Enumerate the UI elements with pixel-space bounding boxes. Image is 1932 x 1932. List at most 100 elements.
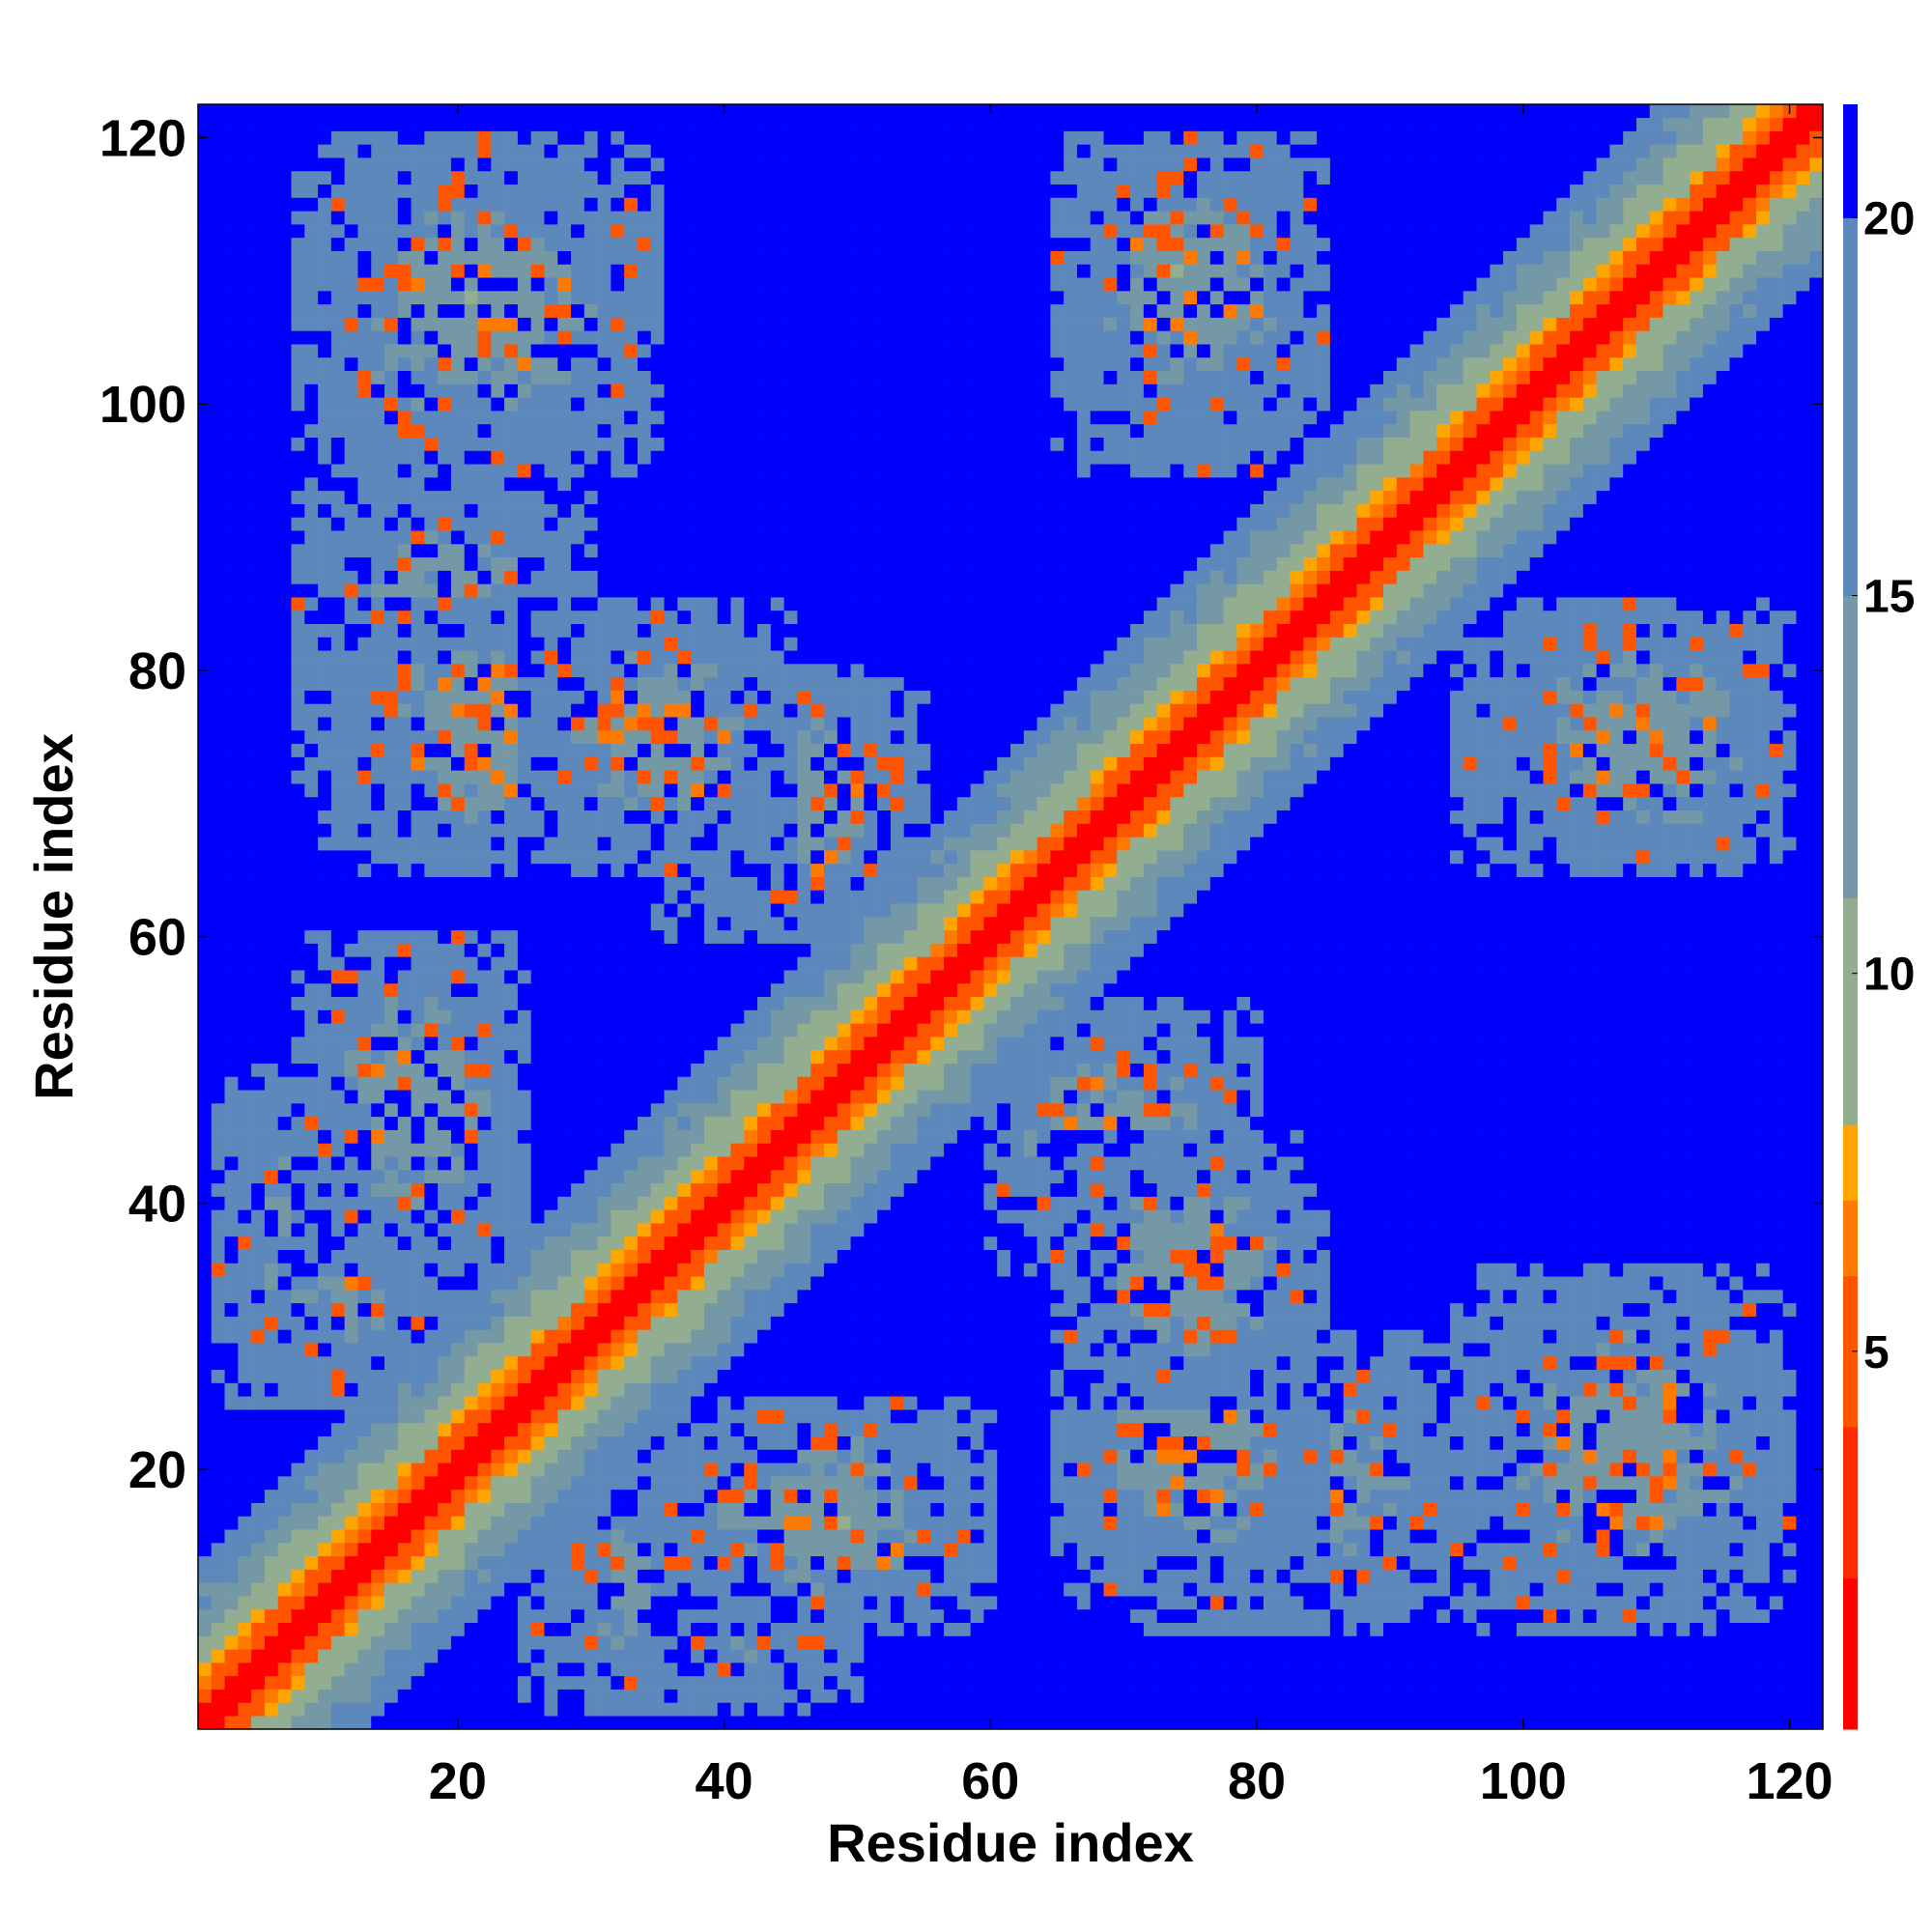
heatmap-cell [438,1316,452,1330]
heatmap-cell [650,1409,665,1424]
heatmap-cell [557,1103,572,1118]
heatmap-cell [611,1037,625,1051]
heatmap-cell [664,450,678,465]
heatmap-cell [464,317,478,331]
heatmap-cell [238,437,252,451]
heatmap-cell [717,1049,731,1064]
heatmap-cell [611,1502,625,1517]
heatmap-cell [264,1223,279,1237]
heatmap-cell [491,1369,505,1383]
heatmap-cell [291,344,305,358]
heatmap-cell [544,1489,558,1503]
heatmap-cell [530,1516,545,1530]
heatmap-cell [717,982,731,998]
heatmap-cell [330,1103,345,1118]
heatmap-cell [384,303,399,318]
heatmap-cell [357,197,372,212]
heatmap-cell [291,676,305,691]
heatmap-cell [717,1435,731,1450]
heatmap-cell [491,1435,505,1450]
heatmap-cell [664,543,678,558]
heatmap-cell [450,1662,466,1677]
heatmap-cell [611,876,625,891]
heatmap-cell [571,157,585,172]
heatmap-cell [530,330,545,345]
heatmap-cell [477,850,492,865]
heatmap-cell [224,1369,239,1383]
heatmap-cell [477,703,492,718]
heatmap-cell [703,477,718,492]
heatmap-cell [411,1355,425,1371]
heatmap-cell [291,1116,305,1130]
heatmap-cell [344,144,358,158]
heatmap-cell [318,1409,332,1424]
heatmap-cell [571,1369,585,1383]
heatmap-cell [198,1276,213,1291]
heatmap-cell [597,1076,611,1091]
heatmap-cell [491,1582,505,1597]
heatmap-cell [717,1037,731,1051]
heatmap-cell [224,1037,239,1051]
heatmap-cell [637,1290,652,1304]
heatmap-cell [251,1422,266,1436]
heatmap-cell [251,237,266,251]
heatmap-cell [251,1489,266,1503]
heatmap-cell [277,1396,292,1410]
heatmap-cell [571,1049,585,1064]
heatmap-cell [730,1516,745,1530]
heatmap-cell [330,956,345,971]
heatmap-cell [411,144,425,158]
heatmap-cell [730,197,745,212]
heatmap-cell [344,982,358,998]
heatmap-cell [477,637,492,651]
heatmap-cell [464,250,478,265]
heatmap-cell [384,344,399,358]
heatmap-cell [611,437,625,451]
heatmap-cell [703,356,718,372]
heatmap-cell [664,237,678,251]
heatmap-cell [330,756,345,771]
heatmap-cell [544,597,558,611]
heatmap-cell [571,1316,585,1330]
heatmap-cell [357,570,372,584]
heatmap-cell [637,1063,652,1077]
heatmap-cell [464,1076,478,1091]
heatmap-cell [583,1209,598,1224]
heatmap-cell [504,1129,519,1144]
heatmap-cell [318,1037,332,1051]
heatmap-cell [517,863,531,877]
heatmap-cell [411,117,425,131]
heatmap-cell [397,1476,412,1491]
heatmap-cell [544,1023,558,1037]
heatmap-cell [371,397,385,412]
heatmap-cell [664,1063,678,1077]
heatmap-cell [650,1143,665,1157]
heatmap-cell [504,211,519,225]
heatmap-cell [624,664,639,678]
heatmap-cell [384,1489,399,1503]
heatmap-cell [318,1223,332,1237]
heatmap-cell [344,1516,358,1530]
heatmap-cell [677,1116,692,1130]
heatmap-cell [450,1635,466,1650]
heatmap-cell [464,1396,478,1410]
heatmap-cell [424,1608,439,1624]
heatmap-cell [557,1196,572,1210]
heatmap-cell [611,1662,625,1677]
heatmap-cell [318,104,332,119]
heatmap-cell [291,876,305,891]
heatmap-cell [198,330,213,345]
heatmap-cell [650,237,665,251]
heatmap-cell [611,291,625,305]
heatmap-cell [637,1169,652,1184]
heatmap-cell [637,1516,652,1530]
heatmap-cell [411,1263,425,1277]
heatmap-cell [491,943,505,957]
heatmap-cell [691,637,705,651]
heatmap-cell [624,517,639,531]
heatmap-cell [238,1422,252,1436]
heatmap-cell [344,1143,358,1157]
heatmap-cell [477,1369,492,1383]
heatmap-cell [291,597,305,611]
heatmap-cell [344,197,358,212]
